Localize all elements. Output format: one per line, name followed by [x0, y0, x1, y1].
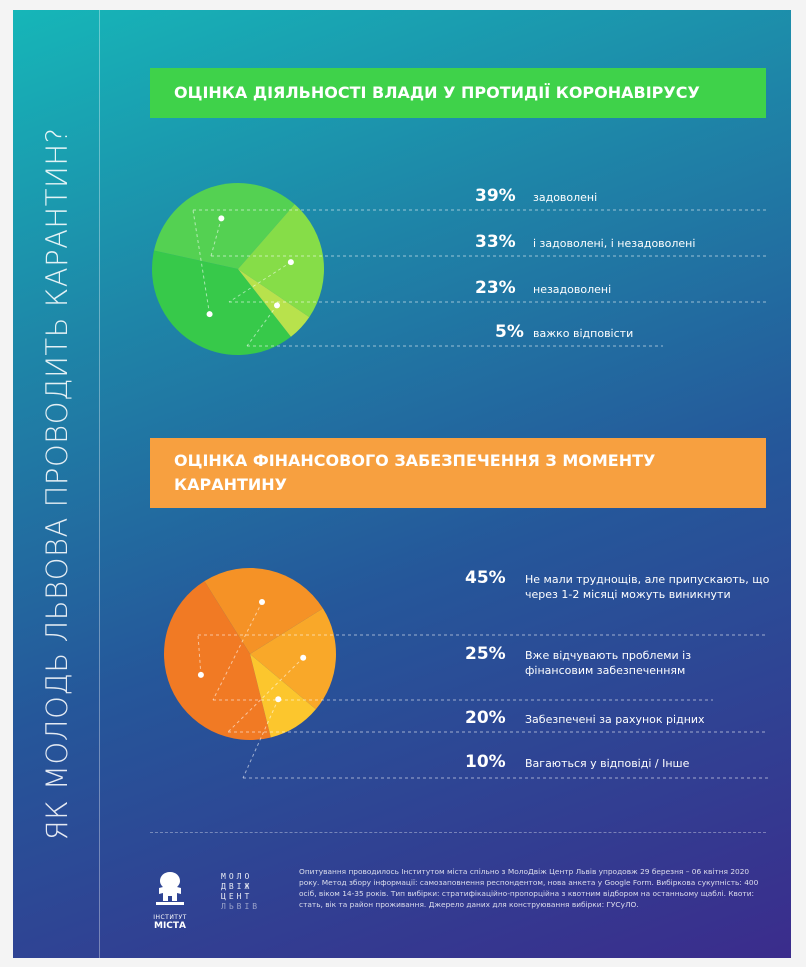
chart1-slice4-percent: 5% [495, 322, 524, 342]
chart1-leader-dot [218, 215, 225, 222]
chart1-slice2-percent: 33% [475, 232, 516, 252]
chart2-leader-line [197, 634, 202, 675]
infographic-poster: ЯК МОЛОДЬ ЛЬВОВА ПРОВОДИТЬ КАРАНТИН? ОЦІ… [13, 10, 791, 958]
chart2-slice-2 [204, 568, 323, 654]
chart2-slice1-label: Не мали труднощів, але припускають, що ч… [525, 573, 770, 601]
lion-logo-icon [156, 872, 184, 905]
survey-methodology-note: Опитування проводилось Інститутом міста … [299, 867, 759, 909]
institute-logo: ІНСТИТУТ МІСТА [146, 868, 194, 934]
chart2-slice1-percent: 45% [465, 568, 506, 588]
chart2-leader-dot [197, 671, 204, 678]
youth-logo-row: ДВІЖ [221, 882, 253, 891]
chart2-leader-dot [300, 654, 307, 661]
chart1-leader-dot [287, 259, 294, 266]
chart2-slice3-label: Забезпечені за рахунок рідних [525, 713, 705, 726]
pie-chart-government-assessment [152, 182, 325, 356]
chart1-slice-4 [238, 269, 310, 337]
chart1-slice1-percent: 39% [475, 186, 516, 206]
pie-chart-financial-assessment [163, 568, 336, 741]
chart2-leader-line [212, 601, 263, 701]
chart2-slice-3 [250, 608, 336, 710]
chart2-leader-dot [258, 599, 265, 606]
chart1-slice1-label: задоволені [533, 191, 598, 204]
chart1-leader-line [228, 261, 292, 303]
chart1-slice3-label: незадоволені [533, 283, 612, 296]
youth-logo-row: ЦЕНТ [221, 892, 253, 901]
chart2-slice3-percent: 20% [465, 708, 506, 728]
institute-logo-line2: МІСТА [153, 921, 186, 931]
institute-logo-line1: ІНСТИТУТ [153, 914, 187, 921]
chart2-slice2-percent: 25% [465, 644, 506, 664]
chart1-slice-3 [238, 204, 325, 318]
chart1-slice-1 [152, 250, 291, 356]
chart2-slice4-percent: 10% [465, 752, 506, 772]
chart2-leader-dot [275, 696, 282, 703]
footer-divider [150, 832, 766, 833]
charts-canvas [152, 182, 768, 779]
chart1-slice4-label: важко відповісти [533, 327, 634, 340]
chart2-slice-4 [250, 654, 316, 738]
youth-center-logo: МОЛО ДВІЖ ЦЕНТ ЛЬВІВ [221, 872, 277, 912]
chart1-leader-line [210, 218, 222, 257]
youth-logo-row: ЛЬВІВ [221, 902, 261, 911]
chart2-leader-line [242, 699, 279, 779]
chart1-slice2-label: і задоволені, і незадоволені [533, 237, 696, 250]
leader-lines [192, 209, 768, 779]
chart1-leader-line [246, 305, 278, 347]
chart1-slice-2 [154, 182, 295, 269]
vertical-divider [99, 10, 100, 958]
chart1-slice3-percent: 23% [475, 278, 516, 298]
chart1-title-banner: ОЦІНКА ДІЯЛЬНОСТІ ВЛАДИ У ПРОТИДІЇ КОРОН… [150, 68, 766, 118]
chart2-title-banner: ОЦІНКА ФІНАНСОВОГО ЗАБЕЗПЕЧЕННЯ З МОМЕНТ… [150, 438, 766, 508]
youth-logo-row: МОЛО [221, 872, 253, 881]
chart1-leader-dot [206, 311, 213, 318]
chart2-slice2-label: Вже відчувають проблеми із фінансовим за… [525, 649, 692, 677]
chart2-slice4-label: Вагаються у відповіді / Інше [525, 757, 690, 770]
chart1-leader-dot [273, 302, 280, 309]
